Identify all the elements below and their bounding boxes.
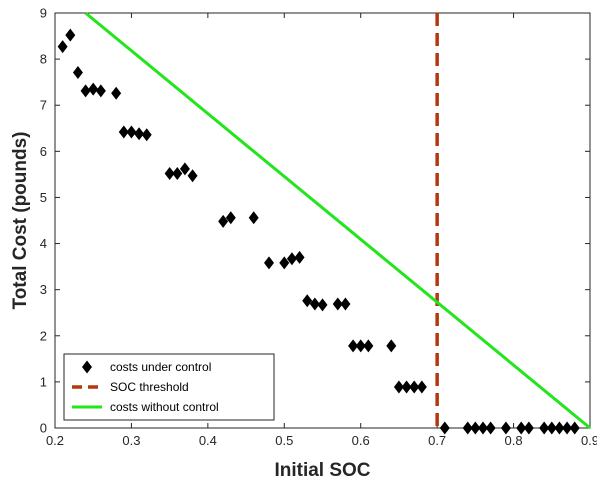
data-point: [111, 86, 122, 100]
data-point: [340, 297, 351, 311]
data-point: [355, 339, 366, 353]
data-point: [523, 421, 534, 435]
data-point: [134, 127, 145, 141]
data-point: [485, 421, 496, 435]
x-tick-label: 0.9: [581, 433, 597, 448]
tick-labels: 0.2 0.3 0.4 0.5 0.6 0.7 0.8 0.9 0 1 2 3 4 5 6 7 8 9: [40, 6, 597, 449]
y-tick-label: 8: [40, 52, 47, 67]
data-point: [126, 125, 137, 139]
x-tick-label: 0.5: [275, 433, 293, 448]
data-point: [416, 380, 427, 394]
data-point: [65, 28, 76, 42]
plot-area: [54, 11, 591, 435]
data-point: [88, 82, 99, 96]
y-tick-label: 1: [40, 374, 47, 389]
x-tick-label: 0.8: [505, 433, 523, 448]
data-point: [462, 421, 473, 435]
legend: costs under control SOC threshold costs wi…: [63, 353, 275, 421]
legend-marker-diamond: [82, 360, 92, 374]
legend-entry-label: costs under control: [110, 360, 211, 374]
data-point: [118, 125, 129, 139]
data-point: [363, 339, 374, 353]
y-tick-label: 7: [40, 98, 47, 113]
data-point: [317, 298, 328, 312]
data-point: [569, 421, 580, 435]
data-point: [562, 421, 573, 435]
y-tick-label: 9: [40, 6, 47, 21]
legend-entry-label: SOC threshold: [110, 380, 189, 394]
data-point: [348, 339, 359, 353]
data-point: [57, 40, 68, 54]
data-point: [225, 211, 236, 225]
data-point: [478, 421, 488, 435]
data-point: [141, 128, 152, 142]
data-point: [164, 166, 175, 180]
data-point: [179, 162, 190, 176]
x-tick-label: 0.7: [428, 433, 446, 448]
data-point: [332, 297, 343, 311]
costs-without-control-line: [84, 11, 591, 430]
data-point: [386, 339, 397, 353]
x-tick-label: 0.6: [352, 433, 370, 448]
y-tick-label: 6: [40, 144, 47, 159]
y-tick-label: 3: [40, 282, 47, 297]
y-tick-label: 4: [40, 236, 47, 251]
x-tick-label: 0.3: [122, 433, 140, 448]
data-point: [248, 211, 259, 225]
x-tick-label: 0.2: [46, 433, 64, 448]
data-point: [309, 297, 320, 311]
data-point: [95, 84, 106, 98]
data-point: [393, 380, 404, 394]
x-tick-label: 0.4: [199, 433, 217, 448]
data-point: [546, 421, 557, 435]
data-point: [539, 421, 550, 435]
data-point: [516, 421, 527, 435]
data-point: [554, 421, 565, 435]
data-point: [294, 250, 305, 264]
data-point: [172, 166, 183, 180]
data-point: [72, 65, 83, 79]
data-point: [470, 421, 481, 435]
legend-box: [63, 353, 275, 421]
data-point: [218, 214, 229, 228]
data-point: [286, 252, 297, 266]
data-point: [279, 256, 290, 270]
data-point: [264, 256, 274, 270]
y-tick-label: 2: [40, 328, 47, 343]
y-tick-label: 0: [40, 421, 47, 436]
data-point: [500, 421, 511, 435]
data-point: [409, 380, 420, 394]
data-point: [302, 294, 313, 308]
data-point: [80, 84, 91, 98]
axes-box: [54, 12, 591, 429]
data-point: [439, 421, 450, 435]
data-point: [401, 380, 412, 394]
data-point: [187, 169, 198, 183]
y-axis-label: Total Cost (pounds): [10, 131, 31, 309]
legend-entry-label: costs without control: [110, 400, 219, 414]
x-axis-label: Initial SOC: [274, 460, 370, 481]
y-tick-label: 5: [40, 190, 47, 205]
